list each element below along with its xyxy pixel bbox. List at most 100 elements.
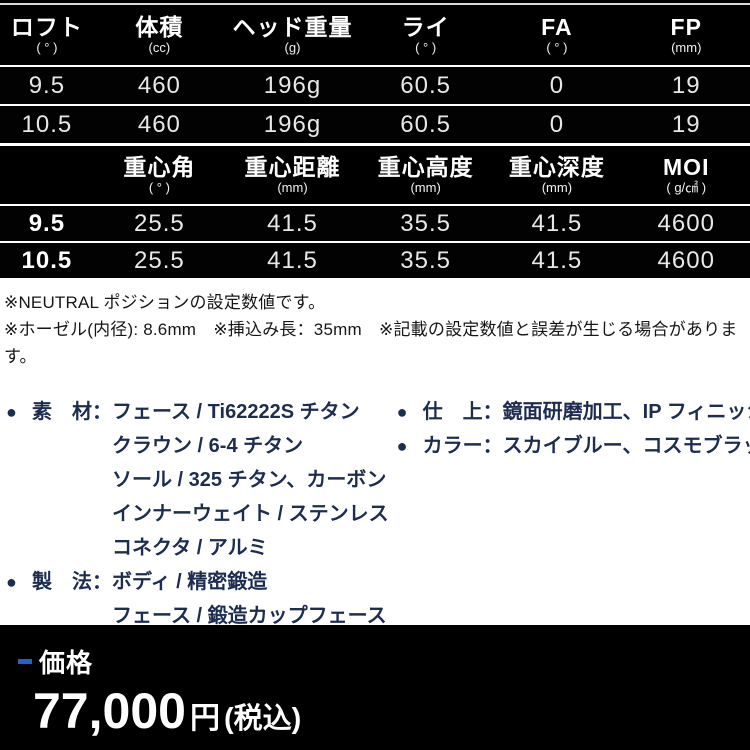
cell-loft: 10.5 — [21, 110, 73, 138]
col-fa-unit: ( ° ) — [546, 40, 568, 56]
col-cg-depth-label: 重心深度 — [508, 154, 605, 181]
cell-lie: 60.5 — [400, 110, 451, 138]
price-amount: 77,000 — [33, 683, 186, 739]
col-cg-depth: 重心深度 (mm) — [491, 155, 622, 195]
head-table-row-95: 9.5 460 196g 60.5 0 19 — [0, 67, 750, 104]
cell-cg-distance: 41.5 — [267, 209, 318, 237]
cell-volume: 460 — [137, 71, 181, 99]
col-lie-label: ライ — [401, 14, 450, 41]
cell-moi: 4600 — [657, 209, 715, 237]
col-cg-height-label: 重心高度 — [377, 154, 474, 181]
cell-loft: 9.5 — [28, 71, 66, 99]
cell-head-weight: 196g — [263, 110, 322, 138]
method-group: ● 製 法： ボディ / 精密鍛造 フェース / 鍛造カップフェース — [6, 565, 389, 633]
note-neutral: ※NEUTRAL ポジションの設定数値です。 — [4, 293, 326, 312]
material-line-connector: コネクタ / アルミ — [112, 536, 268, 559]
bullet-icon: ● — [396, 435, 408, 456]
material-line-crown: クラウン / 6-4 チタン — [112, 434, 304, 457]
note-hosel: ※ホーゼル(内径): 8.6mm ※挿込み長：35mm ※記載の設定数値と誤差が… — [4, 320, 738, 367]
col-cg-angle-label: 重心角 — [123, 154, 196, 181]
material-label: 素 材： — [32, 400, 112, 423]
material-line-face: フェース / Ti62222S チタン — [112, 400, 360, 423]
col-fa: FA ( ° ) — [491, 15, 622, 55]
col-moi-unit: ( g/㎠ ) — [666, 180, 707, 196]
finish-group: ● 仕 上： 鏡面研磨加工、IP フィニッシュ — [397, 395, 750, 429]
materials-section: ● 素 材： フェース / Ti62222S チタン クラウン / 6-4 チタ… — [0, 395, 750, 633]
blue-dash-icon — [18, 659, 32, 664]
finish-value: 鏡面研磨加工、IP フィニッシュ — [502, 400, 750, 423]
cell-loft-label: 9.5 — [28, 209, 66, 237]
col-cg-depth-unit: (mm) — [541, 180, 573, 196]
cg-table-row-95: 9.5 25.5 41.5 35.5 41.5 4600 — [0, 206, 750, 241]
cell-cg-depth: 41.5 — [531, 246, 583, 274]
col-fp-label: FP — [670, 14, 702, 41]
price-amount-row: 77,000 円 (税込) — [18, 682, 750, 740]
col-head-weight-label: ヘッド重量 — [232, 14, 353, 41]
col-cg-distance-label: 重心距離 — [244, 154, 341, 181]
method-line-body: ボディ / 精密鍛造 — [112, 570, 268, 593]
col-cg-angle-unit: ( ° ) — [148, 180, 170, 196]
cell-volume: 460 — [137, 110, 181, 138]
cell-cg-angle: 25.5 — [134, 209, 185, 237]
col-head-weight: ヘッド重量 (g) — [225, 15, 360, 55]
cell-fp: 19 — [671, 110, 701, 138]
col-cg-height-unit: (mm) — [410, 180, 441, 196]
cell-cg-distance: 41.5 — [267, 246, 318, 274]
color-value: スカイブルー、コスモブラック — [502, 434, 750, 457]
cell-loft-label: 10.5 — [21, 246, 73, 274]
cell-fa: 0 — [549, 110, 565, 138]
col-fp-unit: (mm) — [671, 40, 702, 56]
materials-left-column: ● 素 材： フェース / Ti62222S チタン クラウン / 6-4 チタ… — [0, 395, 389, 633]
cell-head-weight: 196g — [263, 71, 322, 99]
col-cg-distance-unit: (mm) — [277, 180, 308, 196]
material-line-innerweight: インナーウェイト / ステンレス — [112, 502, 389, 525]
col-loft-unit: ( ° ) — [36, 40, 58, 56]
price-label-row: 価格 — [18, 643, 750, 680]
col-moi: MOI ( g/㎠ ) — [623, 155, 750, 195]
color-group: ● カラー： スカイブルー、コスモブラック — [397, 429, 750, 463]
cg-table-row-105: 10.5 25.5 41.5 35.5 41.5 4600 — [0, 243, 750, 278]
col-lie-unit: ( ° ) — [415, 40, 437, 56]
method-label: 製 法： — [32, 570, 112, 593]
col-loft: ロフト ( ° ) — [0, 15, 94, 55]
col-volume-label: 体積 — [135, 14, 184, 41]
row-divider — [0, 104, 750, 106]
table-divider — [0, 143, 750, 146]
cell-cg-height: 35.5 — [400, 246, 451, 274]
method-line-face: フェース / 鍛造カップフェース — [112, 604, 387, 627]
cell-moi: 4600 — [657, 246, 715, 274]
finish-label: 仕 上： — [422, 400, 503, 423]
top-divider — [0, 3, 750, 5]
bullet-icon: ● — [6, 571, 17, 592]
col-moi-label: MOI — [663, 154, 710, 181]
row-divider — [0, 65, 750, 67]
cell-cg-angle: 25.5 — [134, 246, 185, 274]
head-table-row-105: 10.5 460 196g 60.5 0 19 — [0, 106, 750, 143]
bullet-icon: ● — [6, 401, 17, 422]
col-fa-label: FA — [541, 14, 573, 41]
cell-cg-height: 35.5 — [400, 209, 451, 237]
material-lines: フェース / Ti62222S チタン クラウン / 6-4 チタン ソール /… — [112, 395, 389, 565]
col-cg-distance: 重心距離 (mm) — [225, 155, 360, 195]
price-label: 価格 — [39, 648, 94, 678]
price-currency: 円 — [189, 702, 220, 735]
row-divider — [0, 241, 750, 243]
cell-lie: 60.5 — [400, 71, 451, 99]
head-table-header: ロフト ( ° ) 体積 (cc) ヘッド重量 (g) ライ ( ° ) FA … — [0, 5, 750, 65]
cell-cg-depth: 41.5 — [531, 209, 583, 237]
method-lines: ボディ / 精密鍛造 フェース / 鍛造カップフェース — [112, 565, 389, 633]
color-label: カラー： — [422, 434, 503, 457]
col-volume: 体積 (cc) — [94, 15, 225, 55]
col-lie: ライ ( ° ) — [360, 15, 491, 55]
col-loft-label: ロフト — [10, 14, 83, 41]
material-line-sole: ソール / 325 チタン、カーボン — [112, 468, 387, 491]
materials-right-column: ● 仕 上： 鏡面研磨加工、IP フィニッシュ ● カラー： スカイブルー、コス… — [389, 395, 750, 633]
cg-table-header: 重心角 ( ° ) 重心距離 (mm) 重心高度 (mm) 重心深度 (mm) … — [0, 146, 750, 204]
col-cg-angle: 重心角 ( ° ) — [94, 155, 225, 195]
col-volume-unit: (cc) — [148, 40, 171, 56]
cell-fa: 0 — [549, 71, 565, 99]
col-head-weight-unit: (g) — [284, 40, 301, 56]
col-cg-height: 重心高度 (mm) — [360, 155, 491, 195]
footnotes: ※NEUTRAL ポジションの設定数値です。 ※ホーゼル(内径): 8.6mm … — [0, 278, 750, 371]
